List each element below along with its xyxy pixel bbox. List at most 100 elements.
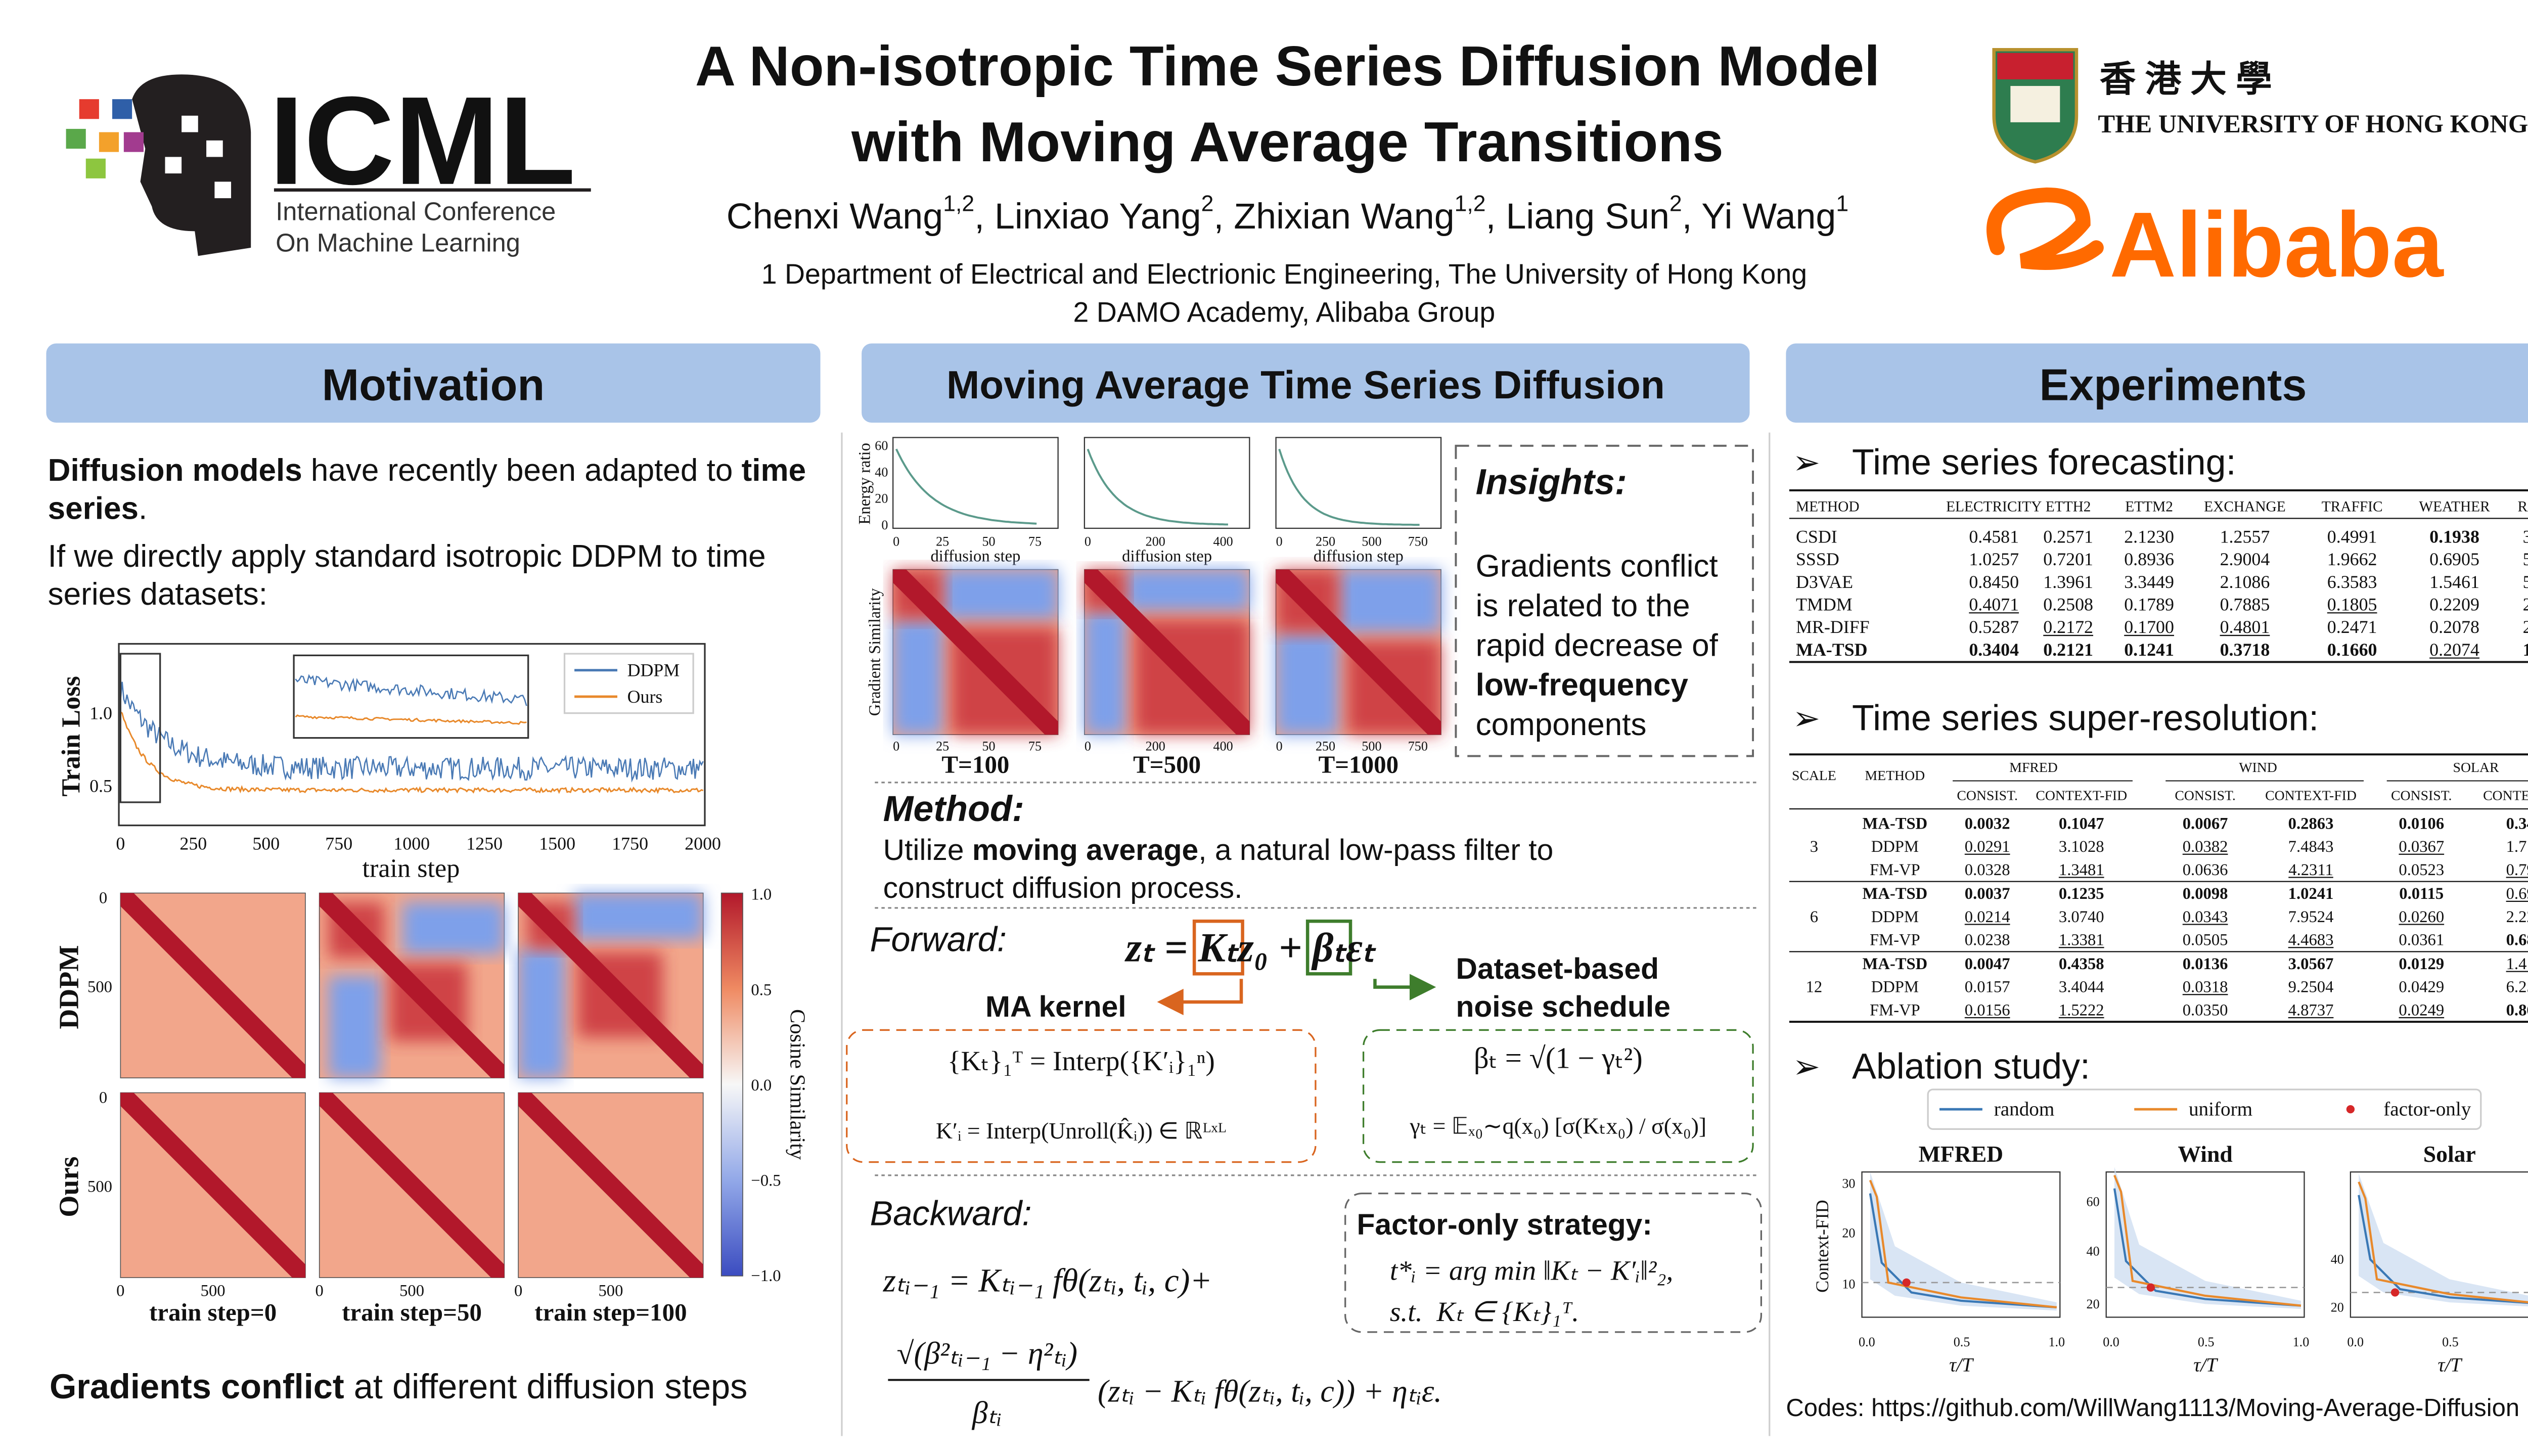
y-tick-label: 20 [2087, 1297, 2100, 1311]
body-text-line: Diffusion models have recently been adap… [48, 453, 806, 488]
factor-box [1344, 1193, 1763, 1333]
table-cell: 3.0567 [2288, 955, 2334, 973]
legend-label: Ours [627, 687, 663, 707]
table-cell: 7.4843 [2288, 838, 2334, 856]
x-tick-label: 1.0 [2293, 1335, 2310, 1349]
table-header: CONTEXT-FID [2036, 788, 2127, 803]
table-cell: 0.2074 [2429, 640, 2479, 660]
table-cell: 1.5461 [2429, 572, 2479, 592]
table-cell: 0.3491 [2506, 814, 2528, 833]
table-cell: 0.6972 [2506, 885, 2528, 903]
x-tick-label: 400 [1213, 739, 1233, 753]
x-tick-label: 0 [116, 834, 125, 854]
x-tick-label: 1.0 [2048, 1335, 2065, 1349]
equation: (zₜᵢ − Kₜᵢ fθ(zₜᵢ, tᵢ, c)) + ηₜᵢε. [1098, 1374, 1442, 1408]
x-tick-label: 200 [1146, 534, 1165, 549]
x-tick-label: 0 [315, 1282, 324, 1300]
x-tick-label: 500 [399, 1282, 424, 1300]
table-cell: 0.2471 [2327, 617, 2377, 637]
heatmap-caption: T=100 [941, 750, 1009, 778]
x-tick-label: 1250 [466, 834, 503, 854]
band [2114, 1167, 2301, 1309]
authors: 1 [1836, 191, 1848, 216]
poster-title: A Non-isotropic Time Series Diffusion Mo… [695, 35, 1880, 98]
section-title: Moving Average Time Series Diffusion [946, 362, 1665, 407]
table-cell: 0.0361 [2399, 931, 2444, 949]
x-tick-label: 2000 [685, 834, 721, 854]
table-cell: 1.3961 [2043, 572, 2093, 592]
authors: 2 [1201, 191, 1214, 216]
band [1870, 1172, 2057, 1311]
y-tick-label: 500 [87, 978, 112, 996]
authors: , Linxiao Yang [974, 196, 1201, 237]
energy-curve [1278, 448, 1420, 526]
y-tick-label: 500 [87, 1178, 112, 1196]
schedule-label: noise schedule [1456, 990, 1670, 1023]
table-cell: 1.0241 [2288, 885, 2334, 903]
legend-swatch [2346, 1105, 2355, 1114]
y-axis-label: Context-FID [1812, 1200, 1832, 1293]
table-cell: 0.3404 [1969, 640, 2019, 660]
table-cell: 1.7197 [2506, 838, 2528, 856]
table-header: TRAFFIC [2322, 499, 2383, 515]
inset-curve [295, 714, 527, 725]
factor-only-point [1902, 1278, 1911, 1287]
table-cell: 3.50 [2523, 526, 2528, 547]
table-cell: 0.4991 [2327, 526, 2377, 547]
highlight-box [1192, 919, 1244, 976]
table-cell: 0.0115 [2399, 885, 2444, 903]
method-text: , a natural low-pass filter to [1198, 834, 1553, 867]
table-cell: MA-TSD [1862, 885, 1927, 903]
heatmap-diagonal [518, 1093, 703, 1278]
subsection-title: Ablation study: [1852, 1046, 2090, 1086]
x-tick-label: 75 [1028, 534, 1042, 549]
row-label: DDPM [54, 945, 85, 1029]
sponsor-logo [1987, 187, 2104, 270]
equation: t*ᵢ = arg min ‖Kₜ − K′ᵢ‖²₂, [1390, 1256, 1674, 1287]
x-tick-label: 500 [598, 1282, 623, 1300]
conference-logo: ICML [269, 70, 575, 211]
table-header: METHOD [1865, 768, 1925, 784]
x-tick-label: 0 [514, 1282, 522, 1300]
method-text: construct diffusion process. [883, 872, 1243, 904]
table-cell: 1.3381 [2059, 931, 2104, 949]
equation: s.t. Kₜ ∈ {Kₜ}₁ᵀ. [1390, 1297, 1579, 1328]
highlight-box [1305, 919, 1352, 976]
bullet: ➢ [1792, 700, 1820, 737]
table-cell: 0.0106 [2399, 814, 2444, 833]
x-tick-label: 25 [936, 534, 949, 549]
logo-square [79, 99, 99, 119]
logo-square [66, 128, 86, 149]
row-label: Ours [54, 1156, 85, 1217]
colorbar-tick-label: 0.0 [751, 1076, 772, 1095]
logo-square [214, 181, 232, 199]
legend-label: uniform [2189, 1099, 2252, 1120]
table-cell: 0.0636 [2183, 861, 2228, 879]
arrow [1157, 979, 1243, 1016]
body-text: . [139, 491, 147, 526]
table-cell: 4.2311 [2288, 861, 2333, 879]
subsection-title: Time series super-resolution: [1852, 698, 2319, 738]
code-link: Codes: https://github.com/WillWang1113/M… [1786, 1394, 2519, 1422]
insights-title: Insights: [1476, 462, 1627, 503]
x-tick-label: 0 [116, 1282, 124, 1300]
colorbar-tick-label: 1.0 [751, 886, 772, 904]
heatmap-blob [1125, 569, 1250, 611]
x-tick-label: 250 [1316, 534, 1335, 549]
authors: , Liang Sun [1486, 196, 1669, 237]
table-cell: 0.7201 [2043, 549, 2093, 569]
x-tick-label: 0 [1276, 534, 1283, 549]
university-name: THE UNIVERSITY OF HONG KONG [2098, 110, 2528, 138]
body-text: time [742, 453, 806, 488]
x-tick-label: 500 [201, 1282, 225, 1300]
poster-title: with Moving Average Transitions [851, 111, 1724, 173]
forward-equation: Kₜ [1198, 925, 1239, 971]
table-cell: 0.2571 [2043, 526, 2093, 547]
table-header: SOLAR [2453, 760, 2499, 776]
table-cell: 0.0098 [2183, 885, 2228, 903]
section-header [46, 343, 821, 423]
table-cell: 0.1235 [2059, 885, 2104, 903]
logo-square [85, 158, 106, 178]
x-tick-label: 500 [1362, 534, 1381, 549]
